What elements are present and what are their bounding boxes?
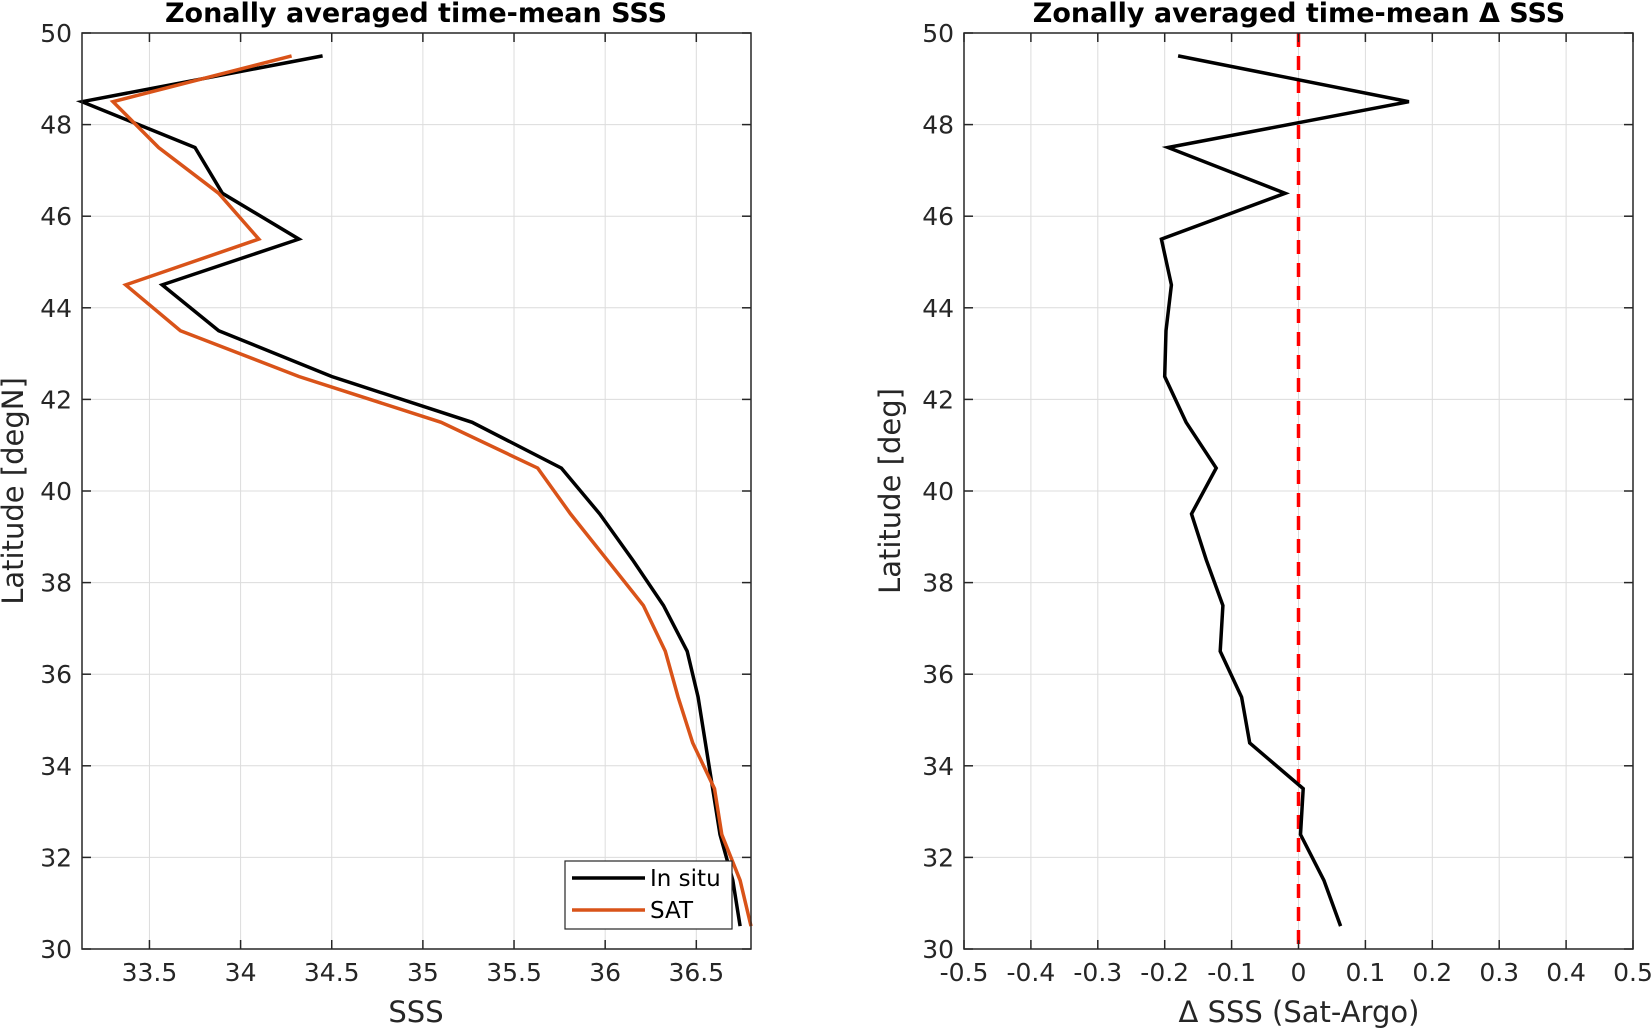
y-tick-label: 32 bbox=[40, 843, 72, 872]
x-tick-label: -0.1 bbox=[1207, 958, 1256, 987]
y-tick-label: 48 bbox=[922, 111, 954, 140]
y-tick-label: 44 bbox=[922, 294, 954, 323]
series-line-0 bbox=[1159, 54, 1410, 927]
y-tick-label: 34 bbox=[40, 752, 72, 781]
x-tick-label: 36 bbox=[589, 958, 621, 987]
y-tick-label: 30 bbox=[922, 935, 954, 964]
sss-chart-title: Zonally averaged time-mean SSS bbox=[165, 0, 667, 29]
x-tick-label: 36.5 bbox=[668, 958, 724, 987]
y-tick-label: 38 bbox=[40, 569, 72, 598]
sss-series-lines bbox=[75, 54, 753, 927]
y-tick-label: 44 bbox=[40, 294, 72, 323]
delta-y-tick-labels: 30 32 34 36 38 40 42 44 46 48 50 bbox=[922, 19, 954, 964]
delta-sss-panel: -0.5 -0.4 -0.3 -0.2 -0.1 0 0.1 0.2 0.3 0.4 0.5 303… bbox=[873, 0, 1651, 1028]
x-tick-label: -0.2 bbox=[1140, 958, 1189, 987]
sss-x-axis-label: SSS bbox=[388, 995, 443, 1028]
y-tick-label: 46 bbox=[922, 202, 954, 231]
x-tick-label: 35.5 bbox=[486, 958, 542, 987]
y-tick-label: 32 bbox=[922, 843, 954, 872]
delta-chart-title: Zonally averaged time-mean Δ SSS bbox=[1033, 0, 1565, 29]
x-tick-label: -0.5 bbox=[940, 958, 989, 987]
legend-label-sat: SAT bbox=[650, 898, 694, 924]
sss-y-axis-label: Latitude [degN] bbox=[0, 377, 30, 605]
sss-legend: In situ SAT bbox=[564, 860, 733, 930]
y-tick-label: 34 bbox=[922, 752, 954, 781]
sss-panel: 33.5 34 34.5 35 35.5 36 36.5 30 32 34 36 38 40 42 44 4… bbox=[0, 0, 753, 1028]
y-tick-label: 42 bbox=[922, 385, 954, 414]
delta-y-axis-label: Latitude [deg] bbox=[873, 388, 907, 594]
y-tick-label: 40 bbox=[922, 477, 954, 506]
y-tick-label: 36 bbox=[922, 660, 954, 689]
x-tick-label: -0.3 bbox=[1073, 958, 1122, 987]
y-tick-label: 50 bbox=[40, 19, 72, 48]
sss-x-tick-labels: 33.5 34 34.5 35 35.5 36 36.5 bbox=[122, 958, 725, 987]
x-tick-label: 0.4 bbox=[1546, 958, 1586, 987]
x-tick-label: 0.2 bbox=[1412, 958, 1452, 987]
legend-label-in-situ: In situ bbox=[650, 866, 721, 892]
y-tick-label: 38 bbox=[922, 569, 954, 598]
x-tick-label: 0.5 bbox=[1613, 958, 1651, 987]
y-tick-label: 48 bbox=[40, 111, 72, 140]
x-tick-label: 0.1 bbox=[1346, 958, 1386, 987]
x-tick-label: 34.5 bbox=[304, 958, 360, 987]
series-line-sat bbox=[109, 54, 753, 927]
y-tick-label: 30 bbox=[40, 935, 72, 964]
x-tick-label: 34 bbox=[225, 958, 257, 987]
sss-legend-box bbox=[564, 860, 733, 930]
delta-x-tick-labels: -0.5 -0.4 -0.3 -0.2 -0.1 0 0.1 0.2 0.3 0.4 0.5 bbox=[940, 958, 1651, 987]
y-tick-label: 46 bbox=[40, 202, 72, 231]
delta-x-axis-label: Δ SSS (Sat-Argo) bbox=[1179, 995, 1420, 1028]
y-tick-label: 42 bbox=[40, 385, 72, 414]
y-tick-label: 36 bbox=[40, 660, 72, 689]
x-tick-label: 35 bbox=[407, 958, 439, 987]
sss-y-tick-labels: 30 32 34 36 38 40 42 44 46 48 50 bbox=[40, 19, 72, 964]
x-tick-label: 0.3 bbox=[1479, 958, 1519, 987]
delta-ticks bbox=[963, 32, 1634, 950]
x-tick-label: -0.4 bbox=[1007, 958, 1056, 987]
x-tick-label: 0 bbox=[1291, 958, 1307, 987]
y-tick-label: 50 bbox=[922, 19, 954, 48]
y-tick-label: 40 bbox=[40, 477, 72, 506]
delta-series-lines bbox=[1159, 54, 1410, 927]
x-tick-label: 33.5 bbox=[122, 958, 178, 987]
sss-ticks bbox=[82, 32, 751, 950]
